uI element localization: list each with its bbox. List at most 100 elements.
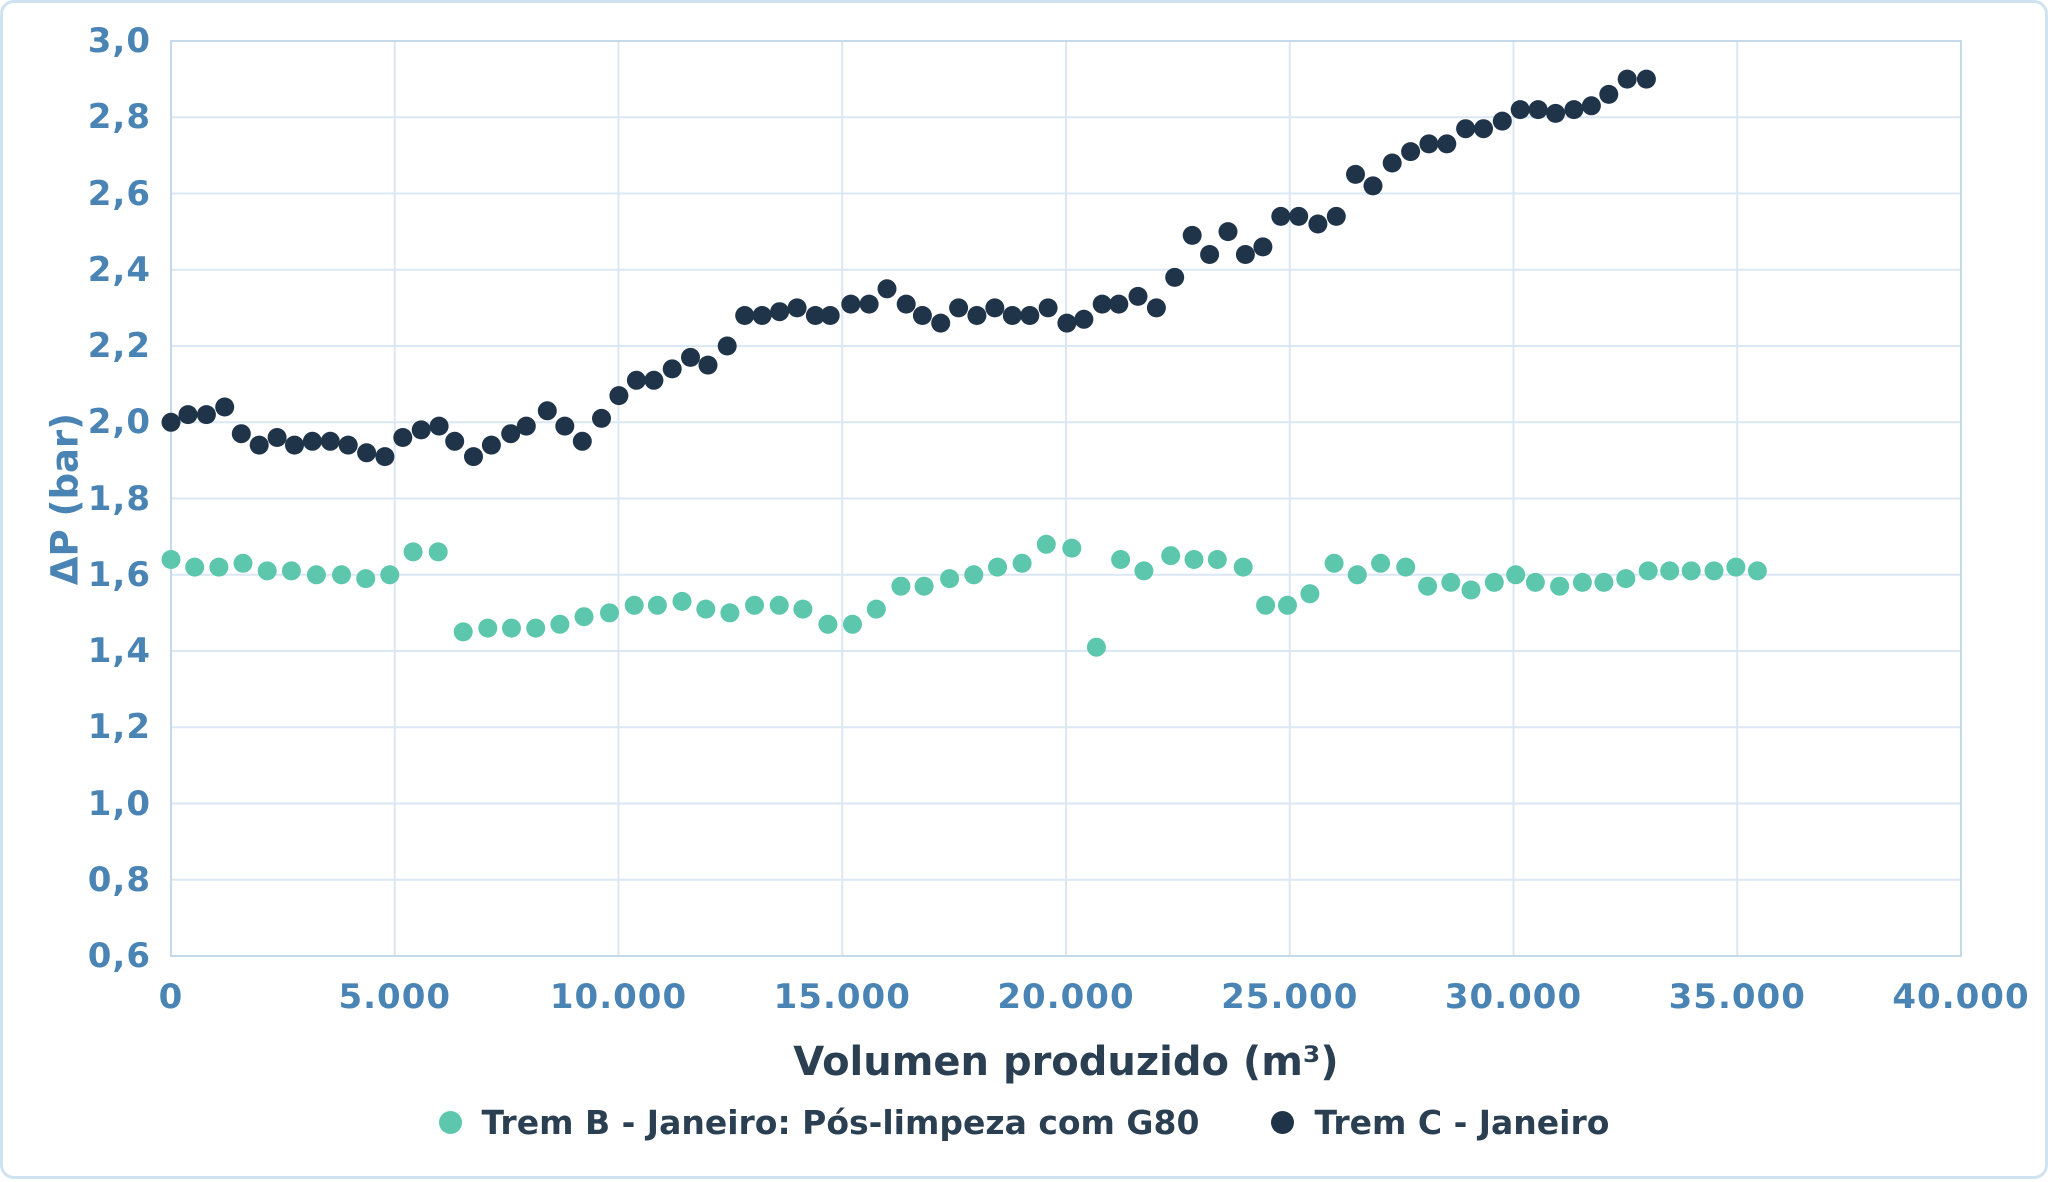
data-point [717,336,737,356]
data-point [550,614,570,634]
trem-c-points [161,69,1656,467]
data-point [231,424,251,444]
data-point [332,565,351,585]
data-point [555,416,575,436]
data-point [209,557,229,577]
data-point [626,370,646,390]
data-point [302,431,322,451]
data-point [357,443,377,463]
data-point [1165,267,1185,287]
data-point [281,561,301,581]
data-point [720,603,740,623]
data-point [949,298,969,318]
x-tick-label: 15.000 [773,977,911,1017]
data-point [1289,206,1309,226]
data-point [1062,538,1082,558]
data-point [912,306,932,325]
data-point [178,405,198,425]
data-point [502,618,521,638]
data-point [1638,561,1658,581]
data-point [1418,576,1438,596]
data-point [985,298,1005,318]
x-tick-label: 35.000 [1668,977,1806,1017]
x-tick-label: 5.000 [338,977,452,1017]
data-point [233,553,253,573]
data-point [891,576,911,596]
data-point [411,420,431,440]
data-point [1346,164,1365,184]
data-point [356,569,376,589]
data-point [931,313,951,333]
data-point [196,405,216,425]
data-point [600,603,619,623]
data-point [1161,546,1181,566]
legend-item-trem-b: Trem B - Janeiro: Pós-limpeza com G80 [438,1103,1200,1142]
data-point [1401,142,1421,162]
y-tick-label: 1,8 [87,478,151,519]
data-point [1092,294,1112,314]
data-point [1594,572,1614,592]
data-point [818,614,838,634]
data-point [1002,306,1022,325]
data-point [787,298,807,318]
data-point [1704,561,1724,581]
data-point [572,431,592,451]
data-point [859,294,879,314]
legend-label-trem-b: Trem B - Janeiro: Pós-limpeza com G80 [481,1103,1200,1142]
legend-marker-trem-b-icon [438,1111,462,1134]
trem-b-points [161,534,1767,657]
data-point [215,397,235,417]
data-point [1747,561,1767,581]
data-point [592,408,611,428]
data-point [1726,557,1746,577]
data-point [1510,100,1530,120]
data-point [1492,111,1512,131]
data-point [1474,119,1493,139]
data-point [647,595,667,615]
data-point [1363,176,1383,196]
data-point [1134,561,1154,581]
data-point [501,424,521,444]
data-point [1528,100,1548,120]
data-point [464,447,483,467]
data-point [1382,153,1402,173]
data-point [393,428,413,447]
data-point [1681,561,1701,581]
data-point [1038,298,1058,318]
data-point [843,614,862,634]
y-tick-label: 0,8 [87,859,151,900]
data-point [161,412,181,432]
data-point [1456,119,1476,139]
data-point [1347,565,1367,585]
data-point [403,542,423,562]
data-point [866,599,886,619]
data-point [1012,553,1032,573]
data-point [481,435,501,455]
data-point [429,416,449,436]
plot-frame [170,40,1962,957]
data-point [745,595,764,615]
data-point [375,447,395,467]
y-tick-label: 2,4 [87,249,151,290]
data-point [896,294,916,314]
data-point [1308,214,1328,234]
data-point [478,618,498,638]
data-point [877,279,897,299]
data-point [1546,103,1566,123]
data-point [1636,69,1656,89]
data-point [967,306,987,325]
x-tick-label: 20.000 [997,977,1135,1017]
data-point [988,557,1007,577]
legend-marker-trem-c-icon [1271,1111,1295,1134]
data-point [770,302,790,322]
data-point [1525,572,1545,592]
y-tick-label: 1,0 [87,783,151,824]
data-point [1086,637,1106,657]
data-point [1572,572,1592,592]
data-point [1437,134,1457,154]
data-point [1441,572,1461,592]
data-point [662,359,682,379]
data-point [1461,580,1481,600]
data-point [624,595,644,615]
